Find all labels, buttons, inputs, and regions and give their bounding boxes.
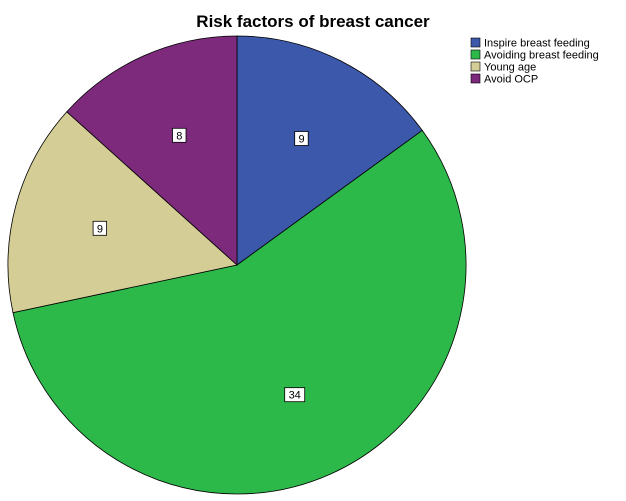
data-label-value: 9 <box>298 134 304 146</box>
pie-slice-3 <box>7 111 238 314</box>
legend-item-4: Avoid OCP <box>470 73 538 86</box>
legend-item-3: Young age <box>470 61 536 74</box>
data-label-1: 9 <box>294 131 309 146</box>
chart-title: Risk factors of breast cancer <box>196 12 430 31</box>
legend-label: Young age <box>484 62 536 74</box>
data-label-box <box>284 387 306 403</box>
pie-slices <box>7 35 467 495</box>
data-labels: 9 34 9 8 <box>92 127 309 403</box>
data-label-3: 9 <box>92 220 107 236</box>
legend-item-2: Avoiding breast feeding <box>470 49 599 62</box>
pie-slice-2 <box>12 129 467 495</box>
legend-swatch <box>470 49 481 60</box>
data-label-box <box>172 127 187 143</box>
data-label-box <box>92 220 107 236</box>
data-label-4: 8 <box>172 127 187 143</box>
data-label-box <box>294 131 309 146</box>
data-label-value: 8 <box>176 130 182 142</box>
pie-slice-4 <box>66 35 238 266</box>
legend-label: Avoiding breast feeding <box>484 50 599 62</box>
legend-swatch <box>470 61 481 72</box>
legend-item-1: Inspire breast feeding <box>470 37 590 50</box>
data-label-2: 34 <box>284 387 306 403</box>
legend-swatch <box>470 37 481 48</box>
pie-slice-1 <box>236 35 423 266</box>
legend-label: Inspire breast feeding <box>484 38 590 50</box>
data-label-value: 34 <box>289 390 301 402</box>
legend-swatch <box>470 73 481 84</box>
data-label-value: 9 <box>97 223 103 235</box>
legend-label: Avoid OCP <box>484 74 538 86</box>
